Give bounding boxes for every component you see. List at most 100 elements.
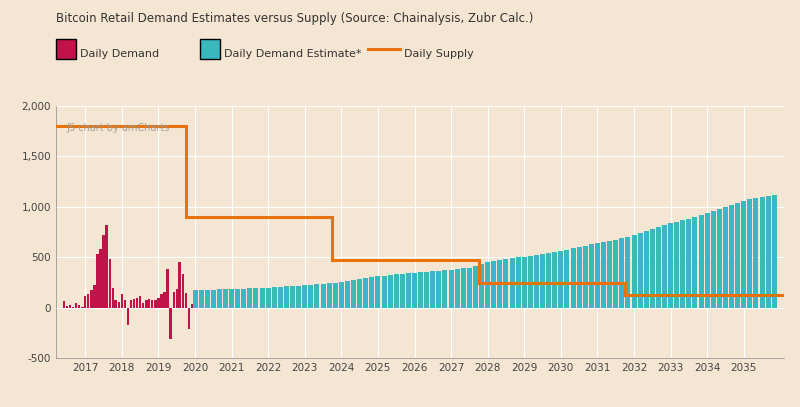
Bar (394, 274, 398, 308)
Bar (747, 199, 752, 308)
Bar (151, 300, 154, 308)
Bar (314, 284, 319, 308)
Bar (72, 307, 74, 308)
Bar (182, 274, 184, 308)
Bar (160, 293, 162, 308)
Bar (614, 240, 618, 308)
Bar (178, 262, 181, 308)
Bar (363, 278, 368, 308)
Bar (339, 282, 344, 308)
Bar (698, 215, 703, 308)
Bar (278, 287, 283, 308)
Bar (296, 286, 301, 308)
Bar (552, 252, 558, 308)
Bar (170, 308, 172, 339)
Bar (729, 205, 734, 308)
Bar (668, 223, 673, 308)
Text: Daily Demand: Daily Demand (80, 49, 159, 59)
Bar (516, 257, 521, 308)
Bar (644, 231, 649, 308)
Bar (723, 207, 728, 308)
Bar (705, 213, 710, 308)
Bar (321, 284, 326, 308)
Bar (142, 303, 144, 308)
Bar (766, 196, 770, 308)
Bar (69, 305, 71, 308)
Bar (326, 283, 332, 308)
Bar (406, 274, 411, 308)
Bar (99, 249, 102, 308)
Bar (121, 293, 123, 308)
Bar (351, 280, 356, 308)
Bar (742, 201, 746, 308)
Bar (418, 272, 423, 308)
Bar (589, 245, 594, 308)
Bar (528, 256, 533, 308)
Bar (139, 295, 142, 308)
Bar (534, 255, 539, 308)
Bar (175, 289, 178, 308)
Bar (491, 261, 496, 308)
Bar (247, 288, 252, 308)
Bar (133, 299, 135, 308)
Bar (81, 307, 83, 308)
Bar (87, 293, 90, 308)
Bar (136, 298, 138, 308)
Bar (772, 195, 777, 308)
Bar (522, 257, 526, 308)
Text: Bitcoin Retail Demand Estimates versus Supply (Source: Chainalysis, Zubr Calc.): Bitcoin Retail Demand Estimates versus S… (56, 12, 534, 25)
Bar (198, 290, 204, 308)
Bar (145, 300, 147, 308)
Text: JS chart by amCharts: JS chart by amCharts (67, 123, 170, 133)
Bar (400, 274, 405, 308)
Bar (375, 276, 381, 308)
Bar (290, 286, 295, 308)
Bar (173, 292, 175, 308)
Bar (78, 305, 80, 308)
Bar (127, 308, 130, 325)
Bar (582, 246, 588, 308)
Bar (607, 241, 612, 308)
Bar (259, 288, 265, 308)
Bar (158, 298, 160, 308)
Bar (217, 289, 222, 308)
Bar (308, 285, 314, 308)
Bar (546, 253, 551, 308)
Bar (710, 211, 716, 308)
Bar (430, 271, 435, 308)
Bar (485, 262, 490, 308)
Bar (154, 300, 157, 308)
Bar (382, 276, 386, 308)
Bar (595, 243, 600, 308)
Bar (454, 269, 460, 308)
Bar (123, 300, 126, 308)
Bar (90, 290, 93, 308)
Bar (577, 247, 582, 308)
Bar (191, 304, 194, 308)
Bar (570, 249, 575, 308)
Bar (442, 270, 447, 308)
Bar (188, 308, 190, 329)
Bar (193, 290, 198, 308)
Bar (102, 235, 105, 308)
Bar (130, 300, 132, 308)
Bar (163, 292, 166, 308)
Bar (674, 221, 679, 308)
Bar (479, 264, 484, 308)
Bar (388, 275, 393, 308)
Bar (84, 295, 86, 308)
Bar (461, 269, 466, 308)
Bar (498, 260, 502, 308)
Bar (272, 287, 277, 308)
Text: Daily Supply: Daily Supply (404, 49, 474, 59)
Bar (449, 270, 454, 308)
Bar (735, 203, 740, 308)
Bar (631, 235, 637, 308)
Bar (558, 251, 563, 308)
Bar (601, 242, 606, 308)
Bar (254, 288, 258, 308)
Bar (94, 285, 96, 308)
Bar (242, 289, 246, 308)
Bar (503, 259, 509, 308)
Bar (626, 236, 630, 308)
